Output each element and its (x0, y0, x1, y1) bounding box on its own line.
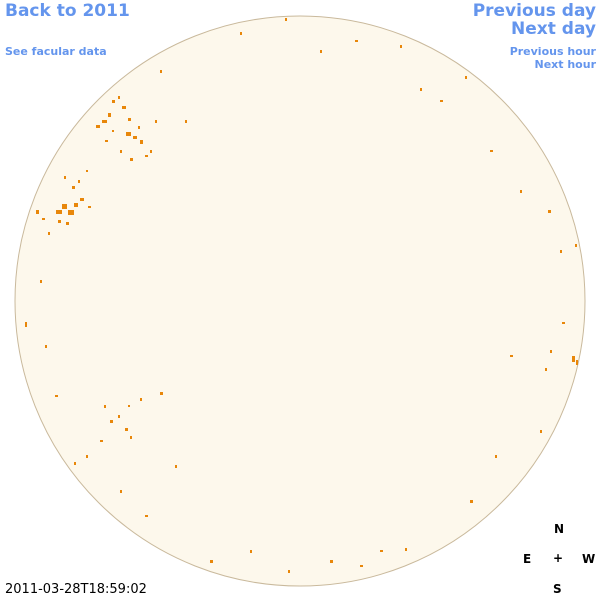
facular-link[interactable]: See facular data (5, 45, 107, 58)
compass-east: E (523, 552, 532, 566)
next-hour-link[interactable]: Next hour (534, 58, 597, 71)
timestamp: 2011-03-28T18:59:02 (5, 582, 147, 597)
compass-north: N (554, 522, 565, 536)
faculae (25, 18, 578, 573)
previous-hour-link[interactable]: Previous hour (509, 45, 596, 58)
compass-west: W (582, 552, 596, 566)
next-day-link[interactable]: Next day (511, 19, 596, 39)
solar-disk (14, 15, 586, 587)
compass-center: + (553, 551, 564, 565)
compass-south: S (553, 582, 562, 596)
previous-day-link[interactable]: Previous day (472, 1, 596, 21)
back-link[interactable]: Back to 2011 (5, 1, 130, 21)
